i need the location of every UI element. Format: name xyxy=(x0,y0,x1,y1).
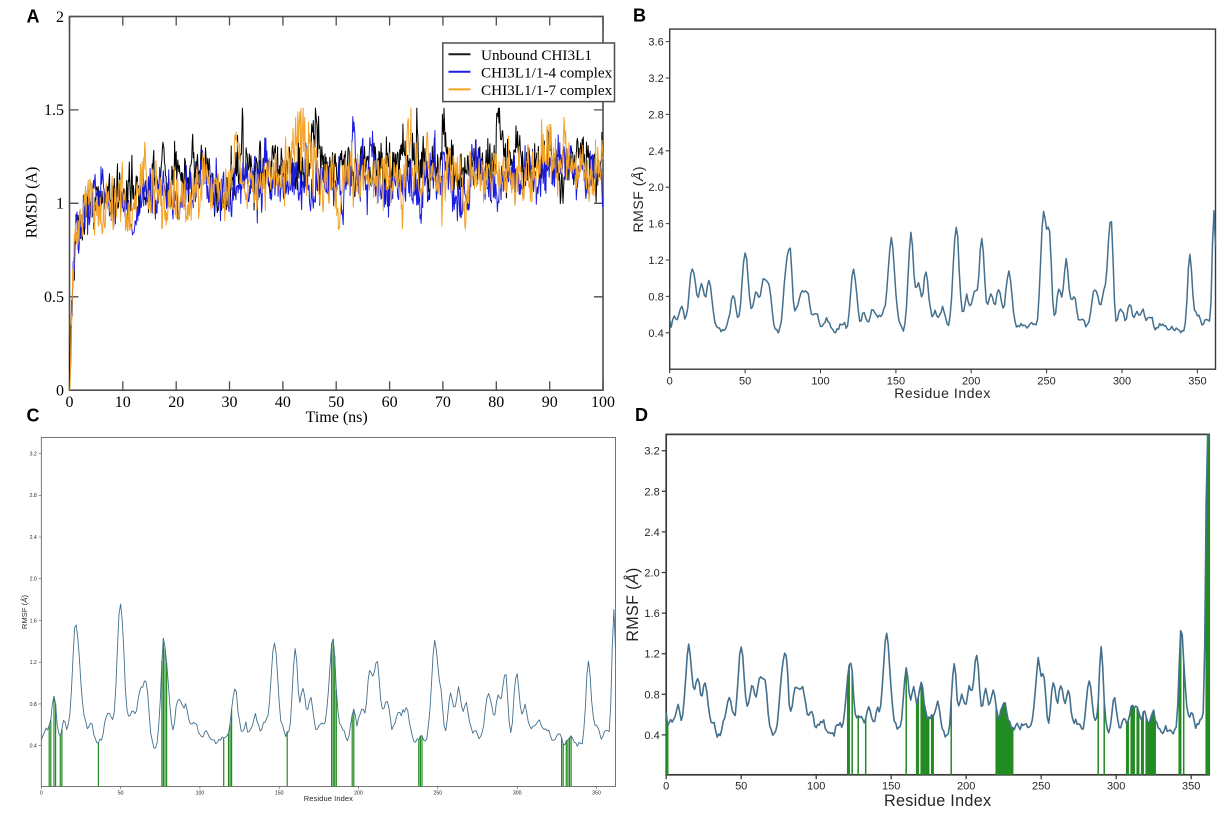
svg-text:Residue Index: Residue Index xyxy=(304,794,353,803)
svg-text:2.0: 2.0 xyxy=(30,577,37,583)
svg-text:0.8: 0.8 xyxy=(648,291,663,303)
svg-text:250: 250 xyxy=(1032,780,1050,792)
svg-text:A: A xyxy=(27,7,40,27)
svg-text:60: 60 xyxy=(382,394,398,411)
svg-text:20: 20 xyxy=(168,394,184,411)
svg-text:3.2: 3.2 xyxy=(644,446,659,458)
svg-text:1.6: 1.6 xyxy=(30,618,37,624)
svg-text:2.4: 2.4 xyxy=(648,146,663,158)
svg-text:1.2: 1.2 xyxy=(648,255,663,267)
svg-text:150: 150 xyxy=(275,790,284,796)
svg-text:350: 350 xyxy=(1182,780,1200,792)
svg-text:30: 30 xyxy=(222,394,238,411)
svg-text:3.2: 3.2 xyxy=(30,451,37,457)
svg-text:3.2: 3.2 xyxy=(648,73,663,85)
svg-text:CHI3L1/1-7 complex: CHI3L1/1-7 complex xyxy=(481,82,613,99)
svg-text:200: 200 xyxy=(354,790,363,796)
svg-text:300: 300 xyxy=(1113,375,1131,387)
svg-text:0.4: 0.4 xyxy=(644,730,659,742)
svg-text:RMSF (Å): RMSF (Å) xyxy=(20,595,29,630)
svg-text:10: 10 xyxy=(115,394,131,411)
svg-text:0: 0 xyxy=(66,394,74,411)
svg-text:50: 50 xyxy=(739,375,751,387)
svg-text:250: 250 xyxy=(433,790,442,796)
svg-text:C: C xyxy=(27,406,40,426)
svg-text:2.8: 2.8 xyxy=(644,486,659,498)
svg-text:0.8: 0.8 xyxy=(644,689,659,701)
svg-text:50: 50 xyxy=(118,790,124,796)
svg-text:150: 150 xyxy=(887,375,905,387)
svg-text:Residue Index: Residue Index xyxy=(894,385,991,401)
svg-text:1.2: 1.2 xyxy=(644,649,659,661)
svg-text:D: D xyxy=(635,405,648,425)
svg-text:100: 100 xyxy=(591,394,615,411)
svg-text:RMSF (Å): RMSF (Å) xyxy=(623,567,642,641)
svg-text:100: 100 xyxy=(196,790,205,796)
svg-text:350: 350 xyxy=(592,790,601,796)
svg-text:300: 300 xyxy=(1107,780,1125,792)
svg-text:B: B xyxy=(633,6,646,26)
svg-text:1.5: 1.5 xyxy=(44,102,64,119)
svg-text:0.5: 0.5 xyxy=(44,289,64,306)
svg-text:1.2: 1.2 xyxy=(30,660,37,666)
svg-text:2.0: 2.0 xyxy=(644,568,659,580)
svg-text:2.0: 2.0 xyxy=(648,182,663,194)
svg-text:1: 1 xyxy=(56,196,64,213)
svg-text:0: 0 xyxy=(663,780,669,792)
svg-text:350: 350 xyxy=(1188,375,1206,387)
svg-text:100: 100 xyxy=(807,780,825,792)
svg-text:0.8: 0.8 xyxy=(30,702,37,708)
svg-text:50: 50 xyxy=(735,780,747,792)
svg-text:Unbound CHI3L1: Unbound CHI3L1 xyxy=(481,47,592,64)
svg-text:200: 200 xyxy=(957,780,975,792)
svg-text:2: 2 xyxy=(56,9,64,26)
svg-text:2.4: 2.4 xyxy=(644,527,659,539)
svg-text:2.8: 2.8 xyxy=(30,493,37,499)
svg-text:1.6: 1.6 xyxy=(644,608,659,620)
svg-text:90: 90 xyxy=(542,394,558,411)
svg-text:2.4: 2.4 xyxy=(30,535,37,541)
svg-text:0.4: 0.4 xyxy=(30,744,37,750)
svg-text:3.6: 3.6 xyxy=(648,37,663,49)
svg-text:100: 100 xyxy=(811,375,829,387)
svg-text:0.4: 0.4 xyxy=(648,328,663,340)
svg-text:0: 0 xyxy=(40,790,43,796)
svg-text:1.6: 1.6 xyxy=(648,219,663,231)
svg-text:0: 0 xyxy=(56,383,64,400)
svg-text:50: 50 xyxy=(328,394,344,411)
svg-text:150: 150 xyxy=(882,780,900,792)
svg-text:CHI3L1/1-4 complex: CHI3L1/1-4 complex xyxy=(481,65,613,82)
svg-text:Time (ns): Time (ns) xyxy=(306,409,368,426)
svg-text:Residue Index: Residue Index xyxy=(884,792,991,810)
svg-text:70: 70 xyxy=(435,394,451,411)
svg-text:0: 0 xyxy=(667,375,673,387)
svg-text:300: 300 xyxy=(513,790,522,796)
svg-text:RMSF (Å): RMSF (Å) xyxy=(630,166,646,233)
svg-text:250: 250 xyxy=(1037,375,1055,387)
svg-text:RMSD (A): RMSD (A) xyxy=(24,167,41,239)
svg-text:80: 80 xyxy=(488,394,504,411)
svg-text:200: 200 xyxy=(962,375,980,387)
svg-text:40: 40 xyxy=(275,394,291,411)
svg-text:2.8: 2.8 xyxy=(648,109,663,121)
